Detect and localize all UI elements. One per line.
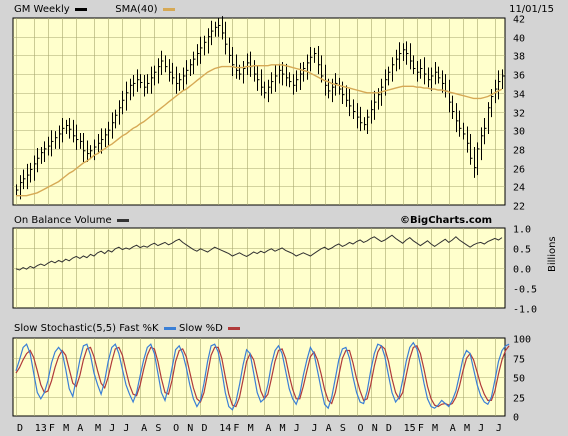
stochastic-label: Slow Stochastic(5,5) [14,323,117,334]
x-month-label-0: D [17,423,23,434]
x-month-label-6: J [109,423,115,434]
x-month-label-18: J [294,423,300,434]
x-month-label-25: 15 [404,423,416,434]
slow-d-swatch [227,326,240,330]
price-ytick-1: 24 [513,183,525,194]
obv-legend: On Balance Volume [14,215,129,226]
stochastic-legend: Slow Stochastic(5,5) Fast %K Slow %D [14,323,240,334]
x-month-label-2: F [49,423,55,434]
obv-ytick-1: -0.5 [513,285,537,296]
x-month-label-11: N [187,423,193,434]
price-ytick-0: 22 [513,202,525,213]
slow-d-line [15,344,510,408]
sma-line [16,64,503,197]
price-ytick-6: 34 [513,90,525,101]
obv-ytick-0: -1.0 [513,305,537,316]
x-month-label-15: M [248,423,254,434]
price-ytick-10: 42 [513,15,525,26]
stochastic-ytick-3: 75 [513,355,525,366]
x-month-label-17: M [280,423,286,434]
sma-swatch [162,7,175,11]
chart-date: 11/01/15 [509,4,554,15]
price-ytick-7: 36 [513,71,525,82]
price-ytick-2: 26 [513,165,525,176]
obv-frame [12,227,506,309]
ticker-label: GM Weekly [14,4,70,15]
stochastic-ytick-4: 100 [513,335,531,346]
obv-line [15,234,503,271]
x-month-label-22: O [358,423,364,434]
price-ytick-4: 30 [513,127,525,138]
x-month-label-10: O [173,423,179,434]
stochastic-ytick-2: 50 [513,374,525,385]
sma-label: SMA(40) [115,4,158,15]
fast-k-line [15,341,510,411]
price-legend: GM Weekly SMA(40) [14,4,175,15]
x-month-label-5: M [95,423,101,434]
x-month-label-14: F [233,423,239,434]
obv-label: On Balance Volume [14,215,112,226]
x-month-label-23: N [372,423,378,434]
fast-k-label: Fast %K [119,323,159,334]
x-month-label-8: A [141,423,147,434]
obv-ytick-3: 0.5 [513,245,531,256]
x-month-label-26: F [418,423,424,434]
obv-ytick-2: 0.0 [513,265,531,276]
price-ytick-8: 38 [513,52,525,63]
price-bars [16,16,505,200]
x-month-label-12: D [201,423,207,434]
x-month-label-9: S [155,423,161,434]
x-month-label-27: M [432,423,438,434]
x-month-label-28: A [450,423,456,434]
x-month-label-7: J [123,423,129,434]
watermark: ©BigCharts.com [400,215,493,226]
x-month-label-21: S [340,423,346,434]
obv-ytick-4: 1.0 [513,225,531,236]
x-month-label-4: A [77,423,83,434]
x-month-label-13: 14 [219,423,231,434]
fast-k-swatch [163,326,176,330]
x-month-label-3: M [63,423,69,434]
x-month-label-31: J [496,423,502,434]
obv-swatch [116,218,129,222]
stochastic-ytick-1: 25 [513,394,525,405]
x-month-label-19: J [311,423,317,434]
price-ytick-9: 40 [513,34,525,45]
x-month-label-24: D [386,423,392,434]
x-month-label-30: J [478,423,484,434]
slow-d-label: Slow %D [178,323,223,334]
price-frame [12,17,506,206]
x-month-label-29: M [464,423,470,434]
x-month-label-16: A [265,423,271,434]
price-swatch [74,7,87,11]
price-ytick-3: 28 [513,146,525,157]
x-month-label-1: 13 [35,423,47,434]
price-ytick-5: 32 [513,109,525,120]
x-month-label-20: A [326,423,332,434]
stochastic-ytick-0: 0 [513,413,519,424]
